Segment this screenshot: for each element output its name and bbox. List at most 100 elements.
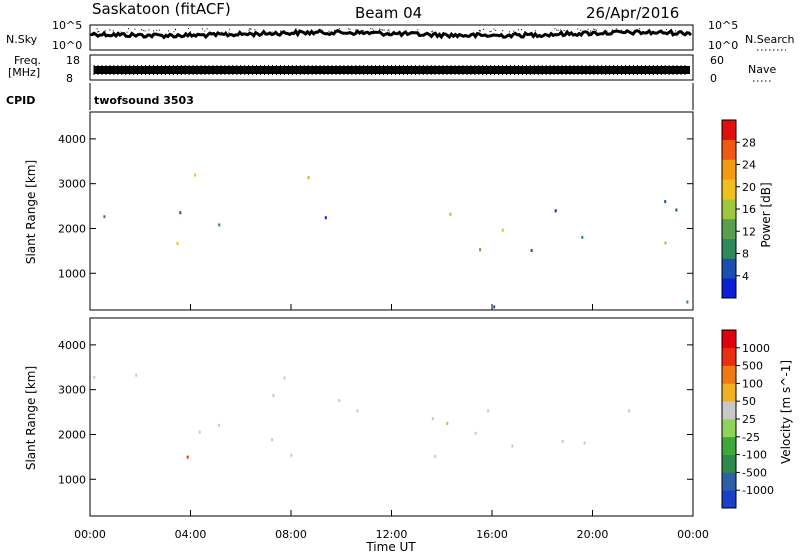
nsky-noise-dot bbox=[645, 31, 647, 32]
nsky-noise-dot bbox=[372, 28, 374, 30]
freq-tick-bottom: 8 bbox=[66, 72, 73, 85]
nsky-noise-dot bbox=[349, 28, 351, 30]
nsky-noise-dot bbox=[493, 28, 495, 30]
nsky-noise-dot bbox=[355, 29, 357, 31]
velocity-y-axis-label: Slant Range [km] bbox=[24, 366, 38, 470]
freq-trace-texture bbox=[93, 65, 686, 75]
nsky-noise-dot bbox=[417, 29, 419, 31]
nsky-noise-dot bbox=[565, 30, 567, 32]
nave-label: Nave bbox=[748, 63, 776, 76]
time-x-axis: 00:00 04:00 08:00 12:00 16:00 20:00 00:00 bbox=[74, 304, 709, 541]
nsky-noise-dot bbox=[594, 29, 596, 31]
nsky-noise-dot bbox=[535, 30, 537, 32]
time-axis-label: Time UT bbox=[365, 540, 416, 554]
echo-cell bbox=[179, 211, 182, 215]
nsky-noise-dot bbox=[295, 28, 297, 30]
colorbar-swatch bbox=[722, 159, 736, 180]
x-tick-label: 08:00 bbox=[275, 528, 307, 541]
echo-cell bbox=[493, 305, 496, 309]
echo-cell bbox=[686, 300, 689, 304]
colorbar-tick-label: 24 bbox=[742, 159, 756, 172]
nsky-noise-dot bbox=[559, 29, 561, 31]
y-tick-label: 2000 bbox=[58, 222, 86, 235]
nsky-noise-dot bbox=[587, 28, 589, 30]
echo-cell bbox=[290, 453, 293, 457]
nsky-noise-dot bbox=[393, 30, 395, 32]
colorbar-tick-label: 12 bbox=[742, 225, 756, 238]
colorbar-tick-label: 28 bbox=[742, 136, 756, 149]
colorbar-tick-label: 50 bbox=[742, 395, 756, 408]
nsky-noise-dot bbox=[502, 30, 504, 32]
echo-cell bbox=[449, 212, 452, 216]
nsky-noise-dot bbox=[517, 29, 519, 31]
nsky-noise-dot bbox=[225, 30, 227, 32]
nsky-noise-dot bbox=[490, 30, 492, 32]
echo-cell bbox=[561, 440, 564, 443]
nsky-noise-dot bbox=[173, 31, 175, 33]
nsky-noise-dot bbox=[442, 31, 444, 33]
colorbar-swatch bbox=[722, 454, 736, 473]
nsky-noise-dot bbox=[377, 31, 379, 32]
x-tick-label: 16:00 bbox=[476, 528, 508, 541]
echo-cell bbox=[356, 409, 359, 413]
nsky-noise-dot bbox=[557, 29, 559, 31]
y-tick-label: 3000 bbox=[58, 384, 86, 397]
x-tick-label: 04:00 bbox=[175, 528, 207, 541]
nsky-noise-dot bbox=[595, 29, 597, 31]
colorbar-swatch bbox=[722, 419, 736, 438]
date-title: 26/Apr/2016 bbox=[586, 4, 679, 22]
nsky-noise-dot bbox=[495, 29, 497, 31]
echo-cell bbox=[324, 216, 327, 220]
echo-cell bbox=[446, 421, 449, 425]
colorbar-swatch bbox=[722, 490, 736, 509]
nsky-tick-top-right: 10^5 bbox=[708, 19, 738, 32]
y-tick-label: 1000 bbox=[58, 473, 86, 486]
nsky-noise-dot bbox=[128, 28, 129, 30]
nsky-noise-dot bbox=[280, 30, 282, 32]
colorbar-swatch bbox=[722, 238, 736, 259]
beam-title: Beam 04 bbox=[355, 4, 422, 22]
y-tick-label: 3000 bbox=[58, 178, 86, 191]
nsky-noise-dot bbox=[639, 28, 641, 30]
nsky-noise-dot bbox=[98, 31, 100, 32]
nsky-noise-dot bbox=[483, 28, 485, 30]
nave-tick-top: 60 bbox=[710, 54, 724, 67]
nsky-noise-dot bbox=[206, 28, 208, 30]
nsky-noise-dot bbox=[187, 28, 189, 29]
y-tick-label: 4000 bbox=[58, 339, 86, 352]
echo-cell bbox=[487, 409, 490, 413]
nsky-noise-dot bbox=[126, 31, 128, 33]
nsky-noise-dot bbox=[112, 30, 114, 32]
nsky-noise-dot bbox=[120, 31, 122, 33]
nsky-noise-dot bbox=[513, 30, 515, 32]
colorbar-tick-label: 500 bbox=[742, 360, 763, 373]
nsky-noise-dot bbox=[168, 30, 169, 32]
nsky-noise-dot bbox=[382, 29, 384, 31]
echo-cell bbox=[338, 399, 341, 403]
nave-tick-bottom: 0 bbox=[710, 72, 717, 85]
nsky-noise-dot bbox=[153, 30, 155, 32]
nsky-noise-dot bbox=[109, 29, 111, 31]
nsky-noise-dot bbox=[374, 31, 376, 33]
station-title: Saskatoon (fitACF) bbox=[92, 0, 231, 18]
y-tick-label: 1000 bbox=[58, 267, 86, 280]
nsky-noise-dot bbox=[282, 31, 284, 32]
echo-cell bbox=[530, 249, 533, 252]
colorbar-swatch bbox=[722, 179, 736, 200]
colorbar-swatch bbox=[722, 258, 736, 279]
echo-cell bbox=[554, 209, 557, 213]
nsky-noise-dot bbox=[118, 31, 120, 33]
nsky-noise-dot bbox=[426, 31, 428, 33]
echo-cell bbox=[583, 441, 586, 445]
nsky-noise-dot bbox=[380, 28, 382, 30]
echo-cell bbox=[93, 375, 96, 379]
colorbar-tick-label: 20 bbox=[742, 181, 756, 194]
colorbar-swatch bbox=[722, 401, 736, 420]
nsky-noise-dot bbox=[148, 29, 150, 31]
echo-cell bbox=[272, 393, 275, 397]
colorbar-tick-label: -500 bbox=[742, 466, 767, 479]
nsky-tick-bottom-right: 10^0 bbox=[708, 39, 738, 52]
nsky-noise-dot bbox=[590, 30, 592, 32]
nsky-noise-dot bbox=[580, 29, 582, 31]
